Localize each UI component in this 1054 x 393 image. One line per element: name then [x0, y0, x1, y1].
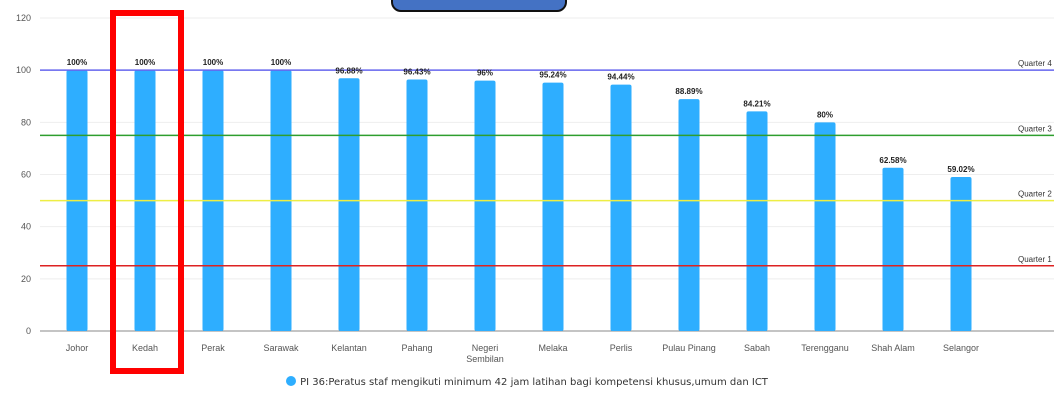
data-label: 100% [135, 58, 155, 67]
bar [474, 80, 496, 331]
bar [882, 167, 904, 331]
data-label: 100% [67, 58, 87, 67]
y-tick-label: 100 [16, 65, 31, 75]
data-label: 100% [271, 58, 291, 67]
x-tick-label: Pulau Pinang [662, 343, 716, 353]
y-tick-label: 20 [21, 274, 31, 284]
reference-line-label: Quarter 2 [1018, 190, 1052, 199]
data-label: 94.44% [607, 73, 634, 82]
y-tick-label: 60 [21, 170, 31, 180]
header-tab[interactable] [391, 0, 567, 12]
x-tick-label: Terengganu [801, 343, 849, 353]
data-label: 96.88% [335, 66, 362, 75]
bar [950, 177, 972, 331]
bar [678, 99, 700, 331]
x-tick-label: Sarawak [263, 343, 299, 353]
y-tick-label: 80 [21, 117, 31, 127]
data-label: 59.02% [947, 165, 974, 174]
data-label: 80% [817, 110, 833, 119]
bar [814, 122, 836, 331]
reference-line-label: Quarter 4 [1018, 59, 1052, 68]
data-label: 88.89% [675, 87, 702, 96]
legend-marker [286, 376, 297, 386]
y-tick-label: 120 [16, 13, 31, 23]
data-label: 95.24% [539, 71, 566, 80]
x-tick-label: Selangor [943, 343, 979, 353]
x-tick-label: Shah Alam [871, 343, 915, 353]
x-tick-label: Kelantan [331, 343, 367, 353]
y-tick-label: 40 [21, 222, 31, 232]
reference-line-label: Quarter 3 [1018, 124, 1052, 133]
x-tick-label: Perak [201, 343, 225, 353]
y-tick-label: 0 [26, 326, 31, 336]
bar [746, 111, 768, 331]
legend[interactable]: PI 36:Peratus staf mengikuti minimum 42 … [0, 376, 1054, 388]
data-label: 84.21% [743, 99, 770, 108]
x-tick-label: Sabah [744, 343, 770, 353]
data-label: 100% [203, 58, 223, 67]
bar [542, 82, 564, 331]
highlight-box [110, 10, 184, 374]
x-tick-label: Pahang [401, 343, 432, 353]
bar [406, 79, 428, 331]
legend-label: PI 36:Peratus staf mengikuti minimum 42 … [300, 377, 768, 388]
reference-line-label: Quarter 1 [1018, 255, 1052, 264]
bar [338, 78, 360, 332]
data-label: 96% [477, 69, 493, 78]
data-label: 96.43% [403, 67, 430, 76]
x-tick-label: Perlis [610, 343, 633, 353]
data-label: 62.58% [879, 156, 906, 165]
bar [610, 84, 632, 331]
x-tick-label: Kedah [132, 343, 158, 353]
x-tick-label: Negeri Sembilan [466, 343, 504, 364]
x-tick-label: Melaka [538, 343, 567, 353]
x-tick-label: Johor [66, 343, 89, 353]
